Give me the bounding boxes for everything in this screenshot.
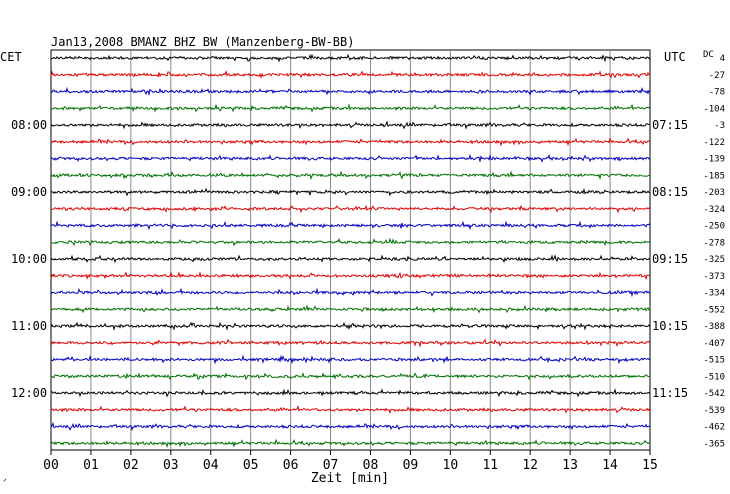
dc-offset-value: -552: [703, 305, 725, 315]
dc-offset-value: -407: [703, 339, 725, 349]
seismic-trace: [50, 187, 651, 197]
seismic-trace: [50, 354, 651, 365]
seismic-trace: [50, 405, 651, 415]
seismic-trace: [50, 53, 651, 63]
dc-offset-value: -185: [703, 171, 725, 181]
left-time-label: 12:00: [11, 386, 47, 400]
dc-offset-value: -324: [703, 205, 725, 215]
seismic-trace: [50, 220, 651, 231]
seismic-trace: [50, 254, 651, 264]
x-tick-label: 13: [562, 458, 578, 473]
seismic-trace: [50, 170, 651, 181]
x-tick-label: 04: [203, 458, 219, 473]
dc-offset-labels: 4 -27 -78 -104 -3 -122 -139 -185 -203 -324 -250 -27…: [703, 54, 725, 449]
seismic-trace: [50, 153, 651, 163]
dc-offset-value: -203: [703, 188, 725, 198]
x-axis-ticks: 00 01 02 03 04 05 06 07 08 09 10 11 12 13 14 15: [43, 450, 658, 473]
dc-offset-value: -27: [709, 71, 725, 81]
x-tick-label: 02: [123, 458, 139, 473]
seismic-trace: [50, 304, 651, 314]
seismic-trace: [50, 204, 651, 214]
left-time-label: 09:00: [11, 185, 47, 199]
dc-offset-value: -542: [703, 389, 725, 399]
x-tick-label: 15: [642, 458, 658, 473]
dc-offset-value: -139: [703, 155, 725, 165]
right-time-label: 10:15: [652, 319, 688, 333]
dc-offset-value: -539: [703, 406, 725, 416]
dc-offset-value: -325: [703, 255, 725, 265]
x-tick-label: 05: [243, 458, 259, 473]
seismic-trace: [50, 321, 651, 331]
seismic-trace: [50, 270, 651, 281]
left-time-labels: 08:00 09:00 10:00 11:00 12:00: [11, 118, 47, 400]
right-time-label: 07:15: [652, 118, 688, 132]
right-time-label: 08:15: [652, 185, 688, 199]
utc-label: UTC: [664, 50, 686, 64]
x-tick-label: 10: [443, 458, 459, 473]
dc-offset-value: -3: [714, 121, 725, 131]
seismic-trace: [50, 86, 651, 97]
seismic-trace: [50, 120, 650, 130]
x-tick-label: 11: [482, 458, 498, 473]
seismic-trace: [50, 421, 651, 432]
dc-offset-value: -462: [703, 423, 725, 433]
dc-offset-value: -104: [703, 104, 725, 114]
x-tick-label: 09: [403, 458, 419, 473]
dc-offset-value: -78: [709, 88, 725, 98]
cet-label: CET: [0, 50, 22, 64]
dc-label: DC: [703, 50, 714, 60]
trace-group: [50, 53, 651, 449]
x-tick-label: 14: [602, 458, 618, 473]
seismic-trace: [50, 69, 651, 79]
right-time-label: 09:15: [652, 252, 688, 266]
dc-offset-value: -373: [703, 272, 725, 282]
dc-offset-value: -515: [703, 356, 725, 366]
dc-offset-value: -250: [703, 222, 725, 232]
x-tick-label: 06: [283, 458, 299, 473]
dc-offset-value: -122: [703, 138, 725, 148]
seismic-trace: [50, 388, 651, 398]
x-tick-label: 00: [43, 458, 59, 473]
x-tick-label: 08: [363, 458, 379, 473]
plot-frame: [50, 49, 651, 451]
dc-offset-value: 4: [720, 54, 725, 64]
right-time-label: 11:15: [652, 386, 688, 400]
right-time-labels: 07:15 08:15 09:15 10:15 11:15: [652, 118, 688, 400]
dc-offset-value: -278: [703, 238, 725, 248]
dc-offset-value: -388: [703, 322, 725, 332]
seismic-trace: [50, 338, 651, 348]
corner-mark: ᐟ: [3, 478, 7, 488]
x-axis-label: Zeit [min]: [311, 471, 389, 486]
x-tick-label: 12: [522, 458, 538, 473]
x-tick-label: 01: [83, 458, 99, 473]
plot-grid: [50, 49, 651, 451]
seismic-trace: [50, 137, 651, 147]
dc-offset-value: -510: [703, 372, 725, 382]
x-tick-label: 07: [323, 458, 339, 473]
seismic-trace: [50, 103, 651, 113]
seismic-trace: [50, 237, 651, 247]
left-time-label: 10:00: [11, 252, 47, 266]
dc-offset-value: -334: [703, 289, 725, 299]
x-tick-label: 03: [163, 458, 179, 473]
chart-title: Jan13,2008 BMANZ BHZ BW (Manzenberg-BW-B…: [51, 35, 354, 49]
left-time-label: 08:00: [11, 118, 47, 132]
seismic-trace: [50, 438, 651, 449]
dc-offset-value: -365: [703, 439, 725, 449]
left-time-label: 11:00: [11, 319, 47, 333]
seismic-trace: [50, 372, 651, 381]
seismic-trace: [50, 287, 651, 298]
